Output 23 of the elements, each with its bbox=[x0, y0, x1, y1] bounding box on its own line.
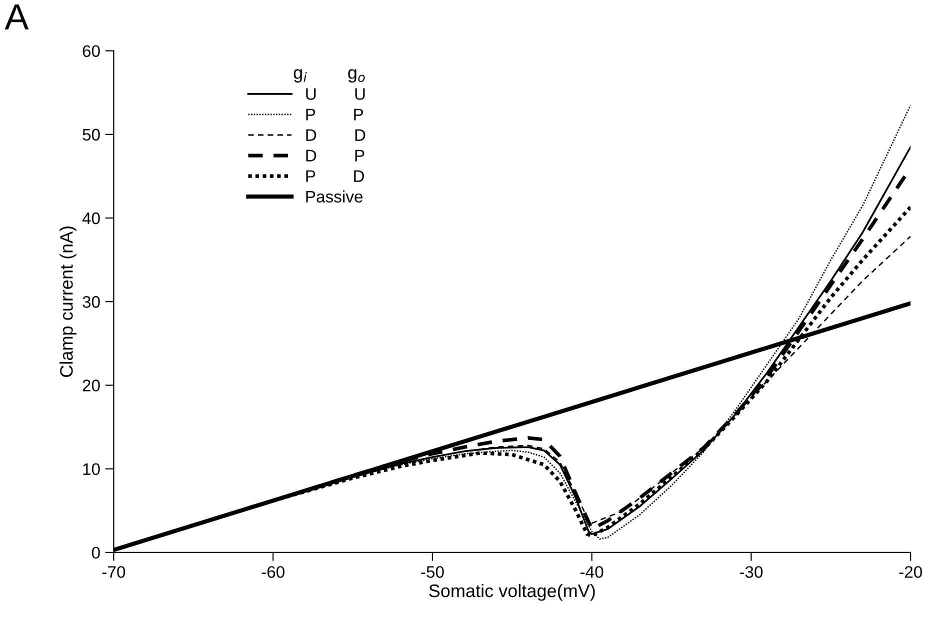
x-tick-label: -50 bbox=[421, 566, 444, 578]
text: g$_{i}$ g$_{o}$ bbox=[294, 69, 365, 83]
y-tick-label: 20 bbox=[82, 380, 100, 392]
x-axis-title: Somatic voltage(mV) bbox=[429, 584, 595, 601]
x-tick-label: -70 bbox=[102, 566, 126, 578]
text: A bbox=[4, 4, 29, 30]
y-tick-label: 0 bbox=[92, 546, 100, 559]
legend-label: P P bbox=[306, 108, 364, 120]
y-tick-label: 40 bbox=[82, 212, 100, 224]
y-tick-label: 30 bbox=[82, 296, 100, 308]
y-axis-title: Clamp current (nA) bbox=[60, 226, 76, 377]
x-tick-label: -20 bbox=[899, 566, 922, 578]
y-tick-label: 60 bbox=[82, 45, 100, 58]
y-tick-label: 10 bbox=[83, 463, 100, 476]
x-tick-label: -30 bbox=[740, 566, 763, 578]
legend-label: D P bbox=[306, 150, 364, 162]
x-tick-label: -40 bbox=[580, 566, 604, 578]
x-tick-label: -60 bbox=[262, 566, 284, 578]
legend-label: Passive bbox=[306, 190, 363, 203]
legend-label: U U bbox=[306, 88, 365, 100]
y-tick-label: 50 bbox=[82, 128, 100, 141]
legend-label: D D bbox=[306, 129, 366, 141]
legend-label: P D bbox=[306, 170, 364, 182]
